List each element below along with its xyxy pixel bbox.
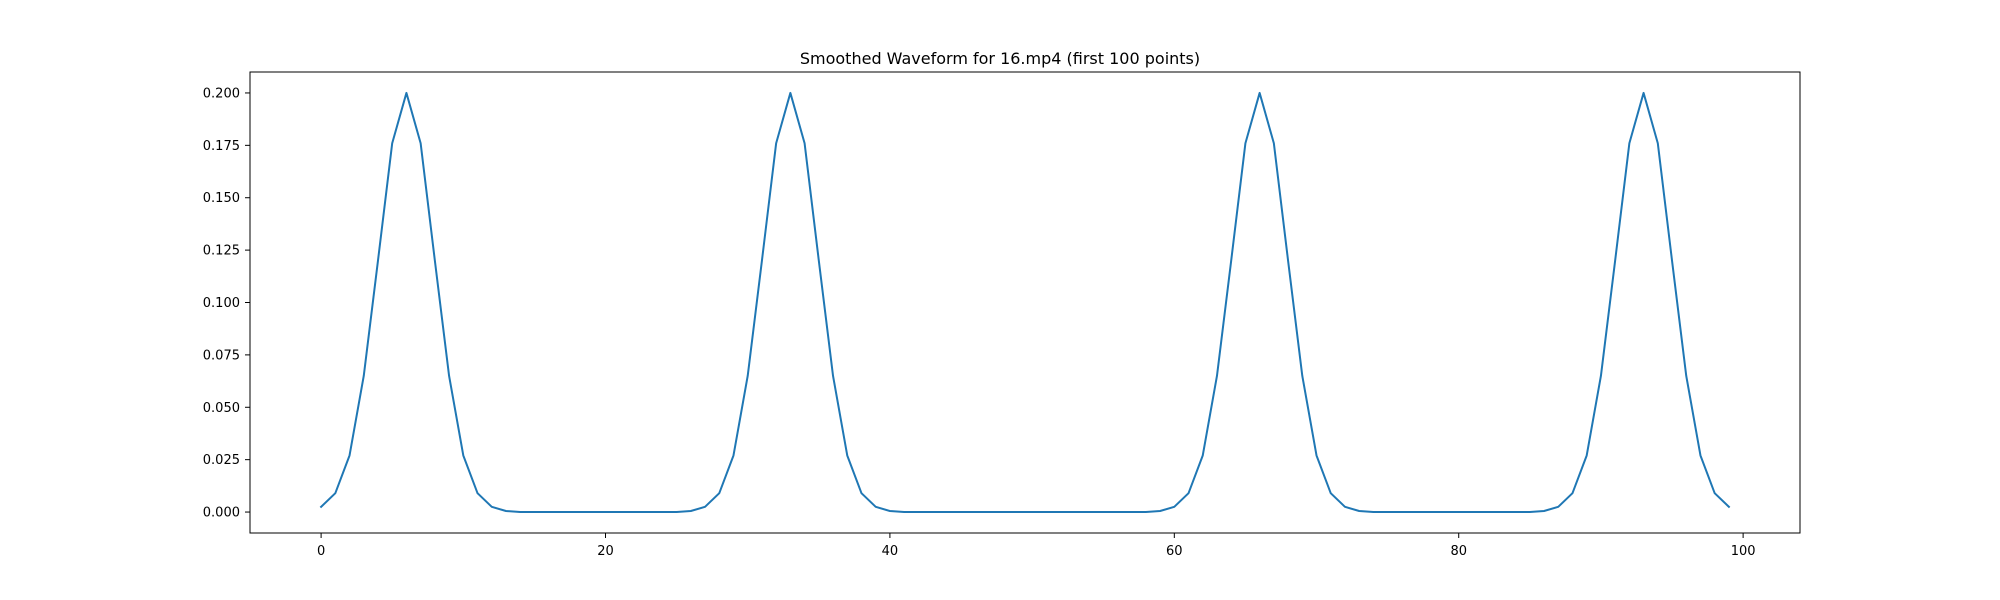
x-tick-label: 60 [1166,544,1183,559]
x-axis: 0 20 40 60 80 100 [317,533,1756,559]
axes-frame [249,71,1801,534]
plot-area [319,91,1731,514]
y-axis: 0.000 0.025 0.050 0.075 0.100 0.125 0.150 0.175… [203,86,250,521]
x-tick-label: 0 [317,544,325,559]
x-tick-label: 100 [1731,544,1756,559]
x-tick-label: 80 [1450,544,1467,559]
y-tick-label: 0.050 [203,401,240,416]
x-tick-label: 40 [882,544,899,559]
y-tick-label: 0.125 [203,244,240,259]
y-tick-label: 0.025 [203,453,240,468]
chart-title: Smoothed Waveform for 16.mp4 (first 100 … [800,49,1200,68]
y-tick-label: 0.075 [203,348,240,363]
y-tick-label: 0.150 [203,191,240,206]
y-tick-label: 0.100 [203,296,240,311]
series-line-0 [319,91,1731,514]
x-tick-label: 20 [597,544,614,559]
y-tick-label: 0.175 [203,139,240,154]
y-tick-label: 0.000 [203,506,240,521]
y-tick-label: 0.200 [203,86,240,101]
